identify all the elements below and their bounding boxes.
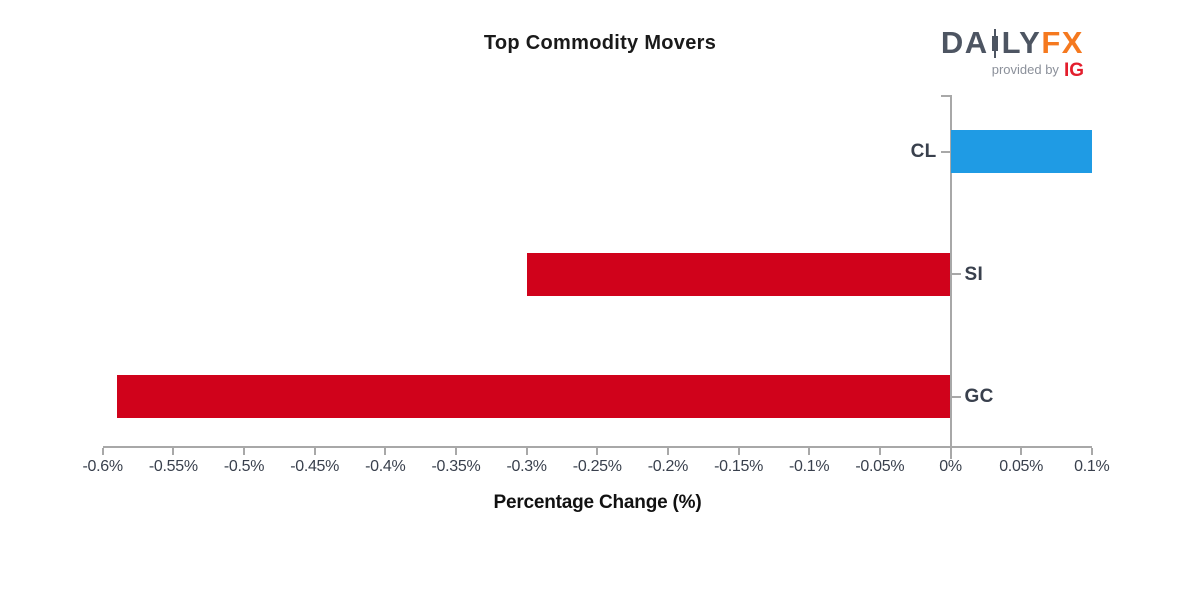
logo-text-fx: FX bbox=[1041, 25, 1084, 60]
x-tick bbox=[1020, 448, 1023, 455]
category-tick bbox=[940, 150, 950, 153]
x-tick bbox=[525, 448, 528, 455]
x-tick-label: -0.15% bbox=[714, 458, 763, 475]
x-tick-label: -0.2% bbox=[647, 458, 689, 475]
dailyfx-wordmark: DA LYFX bbox=[884, 25, 1084, 60]
x-tick-label: -0.35% bbox=[431, 458, 481, 475]
x-tick-label: -0.6% bbox=[82, 458, 124, 475]
x-tick-label: -0.45% bbox=[290, 458, 340, 475]
x-tick-label: -0.3% bbox=[506, 458, 547, 475]
x-tick bbox=[808, 448, 811, 455]
x-tick-label: 0.05% bbox=[999, 458, 1044, 475]
x-tick bbox=[243, 448, 245, 455]
x-tick-label: -0.25% bbox=[572, 458, 622, 475]
ig-logo: IG bbox=[1063, 60, 1084, 81]
x-tick-label: -0.4% bbox=[365, 458, 406, 475]
provided-by-text: provided by bbox=[991, 62, 1059, 77]
x-tick-label: -0.5% bbox=[223, 458, 265, 475]
x-tick-label: 0% bbox=[939, 458, 962, 475]
x-axis-line bbox=[102, 446, 1092, 448]
logo-text-da: DA bbox=[940, 25, 989, 60]
category-label-gc: GC bbox=[964, 386, 994, 407]
x-tick bbox=[596, 448, 599, 455]
bar-gc bbox=[116, 375, 951, 418]
x-tick bbox=[454, 448, 457, 455]
x-tick bbox=[1090, 448, 1093, 455]
x-tick bbox=[737, 448, 740, 455]
bar-cl bbox=[950, 130, 1092, 173]
category-label-si: SI bbox=[964, 263, 984, 285]
category-tick bbox=[951, 395, 961, 398]
logo-text-ly: LY bbox=[1001, 25, 1042, 60]
logo-provided-by: provided by IG bbox=[884, 61, 1084, 80]
bar-si bbox=[526, 252, 951, 296]
x-tick bbox=[172, 448, 175, 455]
zero-line bbox=[949, 95, 952, 459]
y-axis-top-cap bbox=[940, 95, 951, 97]
candlestick-icon bbox=[991, 29, 998, 58]
category-label-cl: CL bbox=[910, 141, 937, 162]
x-tick-label: -0.55% bbox=[148, 458, 198, 475]
dailyfx-logo: DA LYFX provided by IG bbox=[884, 25, 1084, 80]
chart-title: Top Commodity Movers bbox=[483, 32, 717, 54]
x-tick-label: -0.05% bbox=[855, 458, 905, 475]
x-tick-label: 0.1% bbox=[1074, 458, 1110, 475]
x-axis-title: Percentage Change (%) bbox=[493, 492, 702, 513]
x-tick bbox=[101, 448, 104, 455]
x-tick bbox=[878, 448, 881, 455]
x-tick bbox=[313, 448, 316, 455]
x-tick bbox=[666, 448, 669, 455]
x-tick bbox=[384, 448, 387, 455]
x-tick-label: -0.1% bbox=[789, 458, 830, 475]
category-tick bbox=[951, 273, 961, 275]
